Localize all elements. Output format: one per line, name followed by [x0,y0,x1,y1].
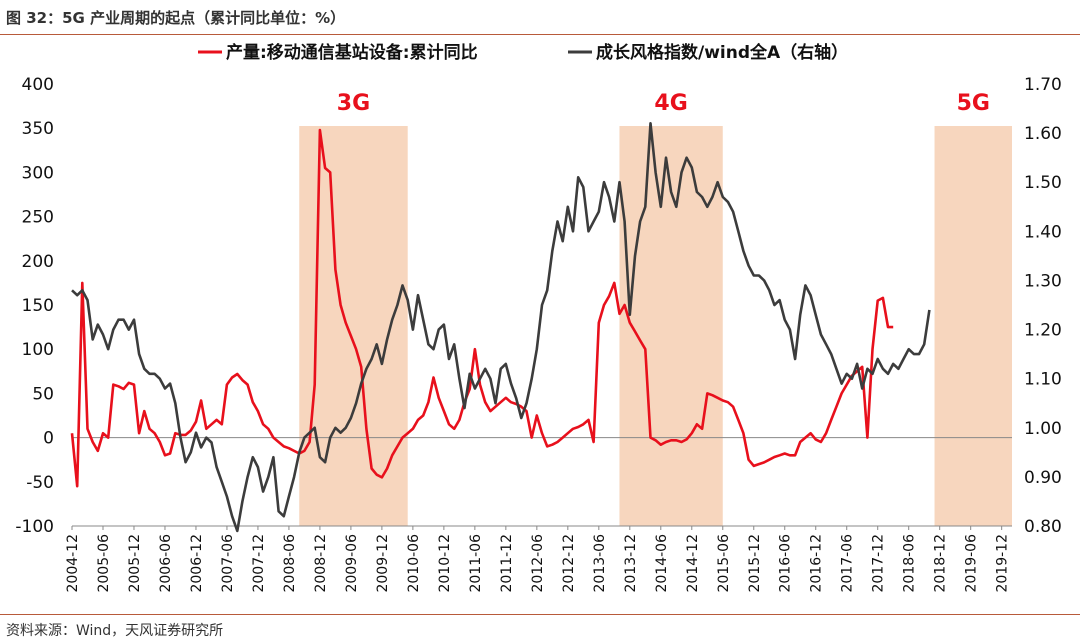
y-right-tick: 0.80 [1024,517,1062,537]
source-note: 资料来源：Wind，天风证券研究所 [6,623,224,639]
series-line-1 [70,128,894,488]
y-left-tick: 400 [22,75,54,95]
x-tick-label: 2019-06 [964,534,980,593]
y-right-tick: 1.30 [1024,271,1062,291]
x-tick-label: 2009-12 [375,534,391,593]
x-tick-label: 2019-12 [995,534,1011,593]
x-tick-label: 2016-12 [809,534,825,593]
y-right-tick: 0.90 [1024,468,1062,488]
title-bar: 图 32：5G 产业周期的起点（累计同比单位：%） [0,0,1080,35]
y-left-tick: 250 [22,208,54,228]
x-tick-label: 2012-06 [530,534,546,593]
legend: 产量:移动通信基站设备:累计同比 成长风格指数/wind全A（右轴） [198,42,848,63]
x-tick-label: 2017-12 [871,534,887,593]
y-left-tick: 300 [22,163,54,183]
y-right-tick: 1.20 [1024,321,1062,341]
x-tick-label: 2008-12 [313,534,329,593]
x-tick-label: 2005-12 [127,534,143,593]
y-left-tick: -50 [26,473,54,493]
x-tick-label: 2016-06 [778,534,794,593]
y-left-tick: 0 [43,429,54,449]
chart-title: 图 32：5G 产业周期的起点（累计同比单位：%） [6,9,346,27]
x-tick-label: 2012-12 [561,534,577,593]
x-tick-label: 2017-06 [840,534,856,593]
band-label-5G: 5G [957,91,990,116]
x-tick-label: 2013-12 [623,534,639,593]
band-label-3G: 3G [337,91,370,116]
x-tick-label: 2007-06 [220,534,236,593]
y-right-tick: 1.60 [1024,124,1062,144]
y-left-tick: 350 [22,119,54,139]
x-tick-label: 2018-06 [902,534,918,593]
x-tick-label: 2018-12 [933,534,949,593]
x-tick-label: 2005-06 [96,534,112,593]
y-left-tick: 50 [32,384,54,404]
x-tick-label: 2014-06 [654,534,670,593]
x-tick-label: 2010-06 [406,534,422,593]
y-right-tick: 1.00 [1024,419,1062,439]
y-left-tick: 200 [22,252,54,272]
x-tick-label: 2004-12 [65,534,81,593]
y-right-tick: 1.70 [1024,75,1062,95]
y-left-tick: 150 [22,296,54,316]
y-right-tick: 1.50 [1024,173,1062,193]
footer-divider [0,614,1080,615]
y-right-tick: 1.10 [1024,370,1062,390]
legend-label-1: 产量:移动通信基站设备:累计同比 [226,42,478,63]
cycle-band-labels: 3G 4G 5G [337,91,990,116]
x-tick-label: 2011-06 [468,534,484,593]
band-5G [934,126,1012,526]
axes: 400 350 300 250 200 150 100 50 0 -50 -100 1.70 1.60 1… [15,75,1061,593]
cycle-bands [299,126,1012,526]
y-left-tick: 100 [22,340,54,360]
band-label-4G: 4G [654,91,687,116]
series-line-2 [71,122,931,533]
x-tick-label: 2010-12 [437,534,453,593]
series-lines [70,122,931,533]
x-tick-label: 2015-12 [747,534,763,593]
y-right-tick: 1.40 [1024,222,1062,242]
x-tick-label: 2015-06 [716,534,732,593]
x-tick-label: 2008-06 [282,534,298,593]
x-tick-label: 2006-12 [189,534,205,593]
x-tick-label: 2007-12 [251,534,267,593]
x-tick-label: 2014-12 [685,534,701,593]
x-tick-label: 2013-06 [592,534,608,593]
legend-label-2: 成长风格指数/wind全A（右轴） [596,42,848,63]
y-left-tick: -100 [15,517,54,537]
x-tick-label: 2011-12 [499,534,515,593]
x-tick-label: 2006-06 [158,534,174,593]
chart-svg: 3G 4G 5G 400 350 300 250 200 150 100 50 0 -50 -100 1.… [15,42,1061,593]
x-tick-label: 2009-06 [344,534,360,593]
